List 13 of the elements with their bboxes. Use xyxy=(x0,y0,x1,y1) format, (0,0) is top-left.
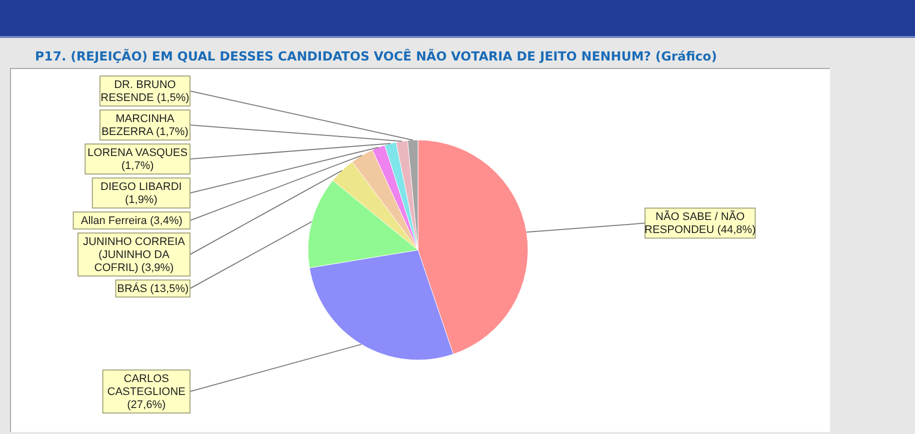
slice-label: JUNINHO CORREIA (JUNINHO DA COFRIL) (3,9%) xyxy=(82,236,186,274)
slice-label: DR. BRUNO RESENDE (1,5%) xyxy=(100,79,190,104)
chart-title: P17. (REJEIÇÃO) EM QUAL DESSES CANDIDATOS VOCÊ NÃO VOTARIA DE JEITO NENHUM? (Gráfico) xyxy=(35,48,717,64)
data-label: (27,6%) xyxy=(127,398,166,411)
slice-label: Allan Ferreira (3,4%) xyxy=(80,215,182,227)
slice-label: LORENA VASQUES xyxy=(88,147,188,159)
slice-label: MARCINHA BEZERRA (1,7%) xyxy=(102,113,188,138)
data-label: (1,7%) xyxy=(121,160,154,172)
slice-label: CARLOS CASTEGLIONE xyxy=(107,372,186,398)
data-label: (1,9%) xyxy=(124,194,158,206)
slice-label: DIEGO LIBARDI xyxy=(100,181,182,193)
slice-label: NÃO SABE / NÃO RESPONDEU (44,8%) xyxy=(644,210,756,236)
slice-label: BRÁS (13,5%) xyxy=(117,282,189,295)
